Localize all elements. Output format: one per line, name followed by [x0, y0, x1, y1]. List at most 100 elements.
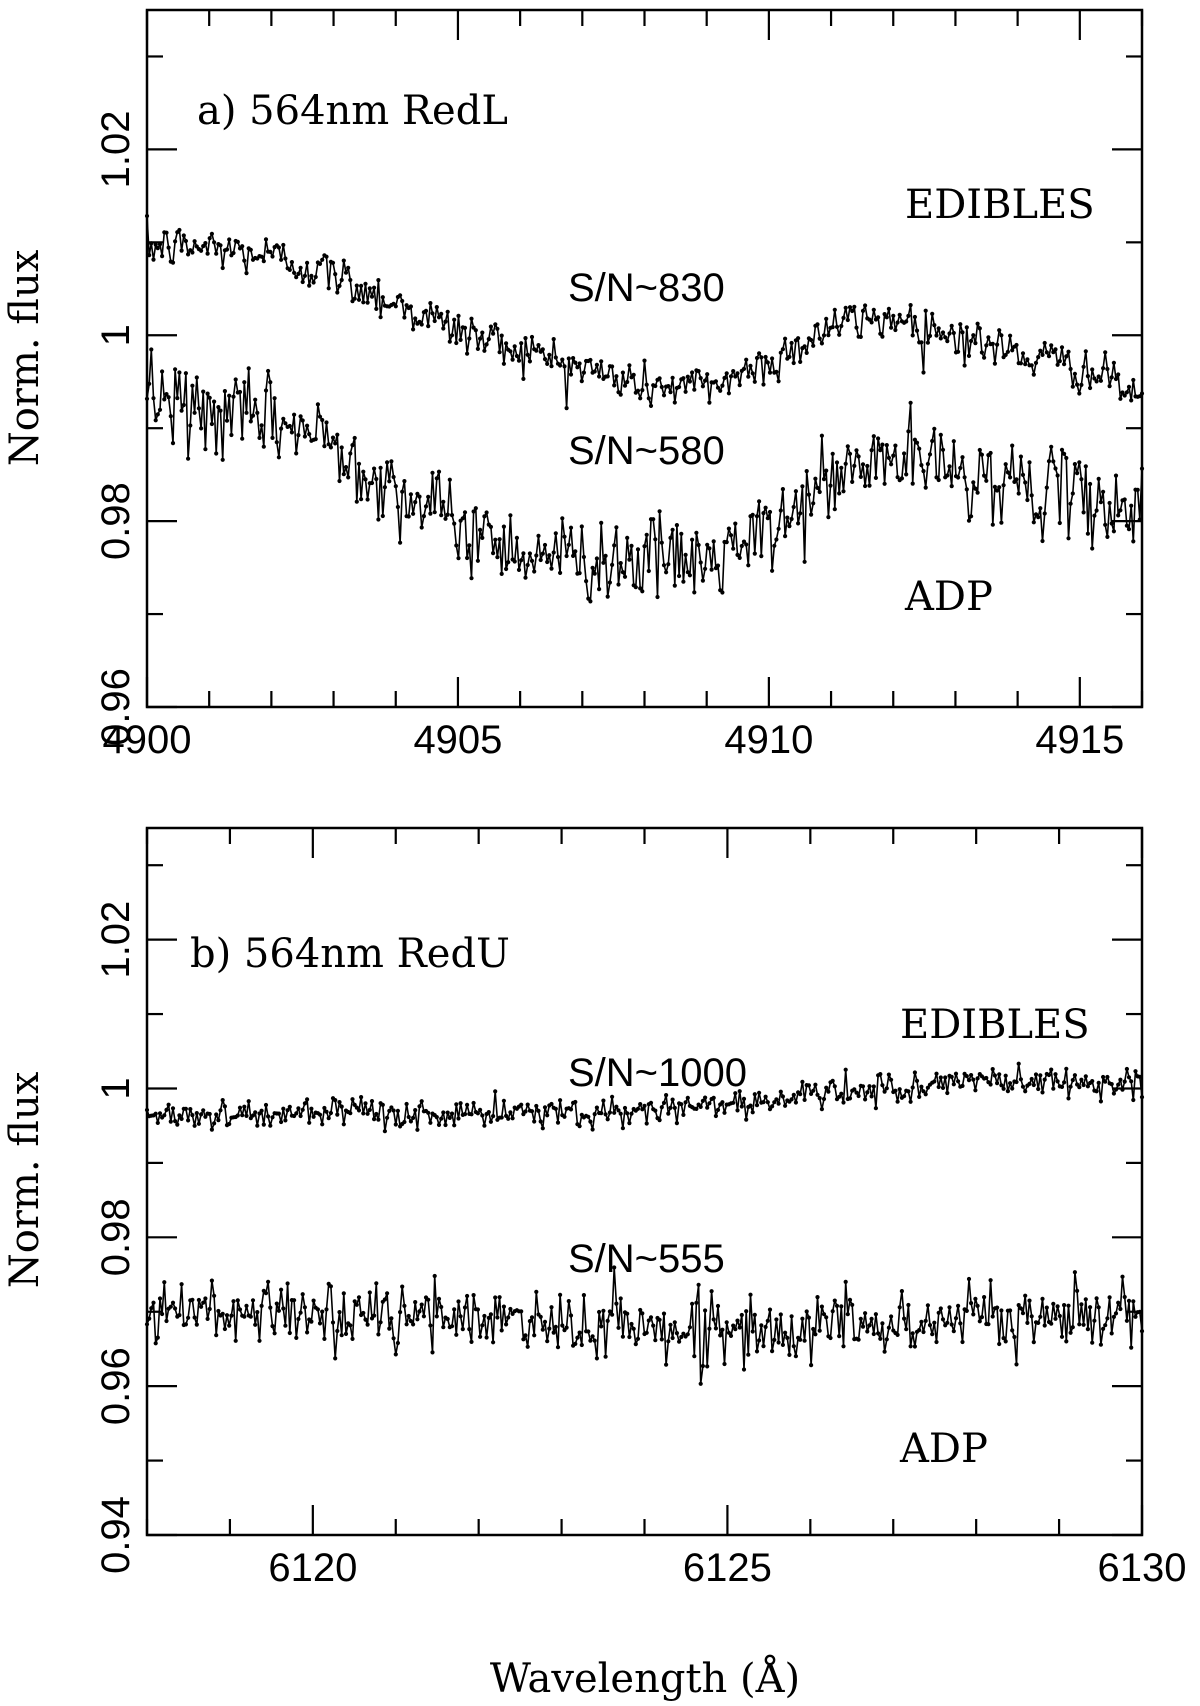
- panel-a-edibles-point: [934, 333, 939, 338]
- panel-a-edibles-point: [432, 318, 437, 324]
- panel-b-adp-point: [348, 1323, 353, 1328]
- panel-b-edibles-point: [359, 1095, 364, 1100]
- panel-a-edibles-point: [439, 311, 444, 316]
- panel-b-adp-point: [886, 1325, 892, 1330]
- panel-b-edibles-point: [369, 1099, 375, 1104]
- panel-b-edibles-point: [309, 1106, 314, 1111]
- panel-a-adp-point: [1079, 477, 1084, 482]
- panel-a-adp-point: [320, 417, 325, 423]
- panel-b-edibles-point: [1062, 1080, 1067, 1085]
- panel-a-edibles-point: [311, 280, 316, 285]
- panel-b-edibles-point: [605, 1117, 610, 1122]
- panel-b-adp-point: [1129, 1345, 1134, 1350]
- panel-a-adp-point: [750, 512, 755, 518]
- panel-a-edibles-label: EDIBLES: [905, 182, 1095, 228]
- panel-a-adp-point: [250, 413, 256, 418]
- panel-b-adp-point: [746, 1352, 751, 1357]
- panel-b-adp-point: [1133, 1314, 1138, 1319]
- panel-b-adp-point: [772, 1337, 777, 1342]
- panel-b-adp-point: [207, 1306, 212, 1312]
- panel-a-adp-point: [653, 537, 658, 542]
- panel-a-edibles-point: [523, 336, 528, 341]
- panel-b-edibles-point: [281, 1106, 286, 1111]
- panel-a-adp-point: [538, 557, 543, 563]
- panel-a-edibles-point: [203, 241, 208, 246]
- panel-a-edibles-point: [1088, 385, 1093, 391]
- panel-b-adp-point: [497, 1295, 502, 1300]
- panel-a-adp-point: [668, 535, 673, 541]
- panel-b-adp-point: [919, 1319, 924, 1324]
- panel-a-adp-point: [765, 516, 770, 521]
- panel-a-adp-point: [666, 562, 671, 567]
- panel-a-edibles-point: [1077, 391, 1082, 396]
- panel-a-adp-point: [162, 397, 167, 402]
- panel-b-adp-point: [785, 1335, 790, 1340]
- panel-a-adp-point: [532, 569, 537, 574]
- panel-b-adp-point: [588, 1338, 593, 1343]
- panel-a-edibles-point: [324, 254, 329, 259]
- panel-a-adp-point: [237, 389, 243, 395]
- panel-b-adp-point: [720, 1327, 725, 1332]
- panel-b-adp-point: [372, 1313, 377, 1318]
- panel-a-adp-point: [179, 408, 184, 413]
- panel-a-adp-point: [1018, 454, 1024, 459]
- panel-a-adp-point: [811, 501, 816, 506]
- panel-a-adp-point: [296, 433, 301, 438]
- panel-a-adp-point: [1094, 508, 1099, 513]
- panel-b-adp-point: [471, 1293, 476, 1298]
- panel-b-adp-point: [882, 1349, 887, 1354]
- panel-a-adp-point: [988, 450, 993, 456]
- panel-b-adp-point: [982, 1295, 987, 1300]
- panel-a-edibles-point: [577, 361, 582, 366]
- panel-a-edibles-point: [809, 337, 814, 343]
- panel-b-adp-point: [484, 1335, 489, 1340]
- panel-a-adp-point: [932, 426, 937, 431]
- panel-b-adp-point: [376, 1332, 381, 1337]
- panel-b-edibles-point: [408, 1119, 413, 1124]
- panel-b-adp-point: [1064, 1339, 1069, 1344]
- panel-a-edibles-point: [869, 320, 874, 325]
- panel-b-adp-point: [614, 1301, 619, 1306]
- panel-b-adp-point: [659, 1337, 664, 1342]
- panel-a-edibles-point: [516, 358, 522, 363]
- panel-b-adp-point: [335, 1328, 340, 1334]
- panel-b-adp-point: [927, 1323, 933, 1328]
- panel-a-edibles-point: [1124, 390, 1129, 395]
- panel-a-adp-point: [925, 461, 931, 467]
- panel-b-edibles-point: [912, 1070, 918, 1075]
- panel-b-edibles-point: [1083, 1074, 1088, 1079]
- panel-a-adp-point: [603, 553, 608, 559]
- x-axis-title: Wavelength (Å): [490, 1655, 800, 1702]
- panel-a-adp-point: [809, 512, 814, 517]
- panel-b-adp-point: [393, 1352, 398, 1357]
- panel-a-adp-point: [151, 396, 156, 401]
- panel-b-edibles-point: [469, 1112, 474, 1117]
- panel-b-adp-point: [465, 1293, 470, 1299]
- panel-b-edibles-point: [731, 1100, 736, 1105]
- panel-a-adp-point: [709, 567, 714, 572]
- panel-b-series: [144, 1061, 1145, 1386]
- panel-a-adp-point: [940, 447, 946, 452]
- panel-a-adp-point: [778, 508, 783, 513]
- panel-a-adp-point: [170, 441, 176, 446]
- panel-b-adp-sn: S/N~555: [568, 1237, 725, 1281]
- panel-b-adp-point: [402, 1303, 407, 1308]
- panel-b-adp-point: [276, 1308, 281, 1313]
- panel-a-edibles-point: [1033, 360, 1039, 365]
- panel-a-adp-point: [882, 481, 887, 486]
- panel-a-adp-point: [700, 578, 706, 583]
- y-tick-label: 1: [94, 1077, 138, 1099]
- panel-a-adp-point: [480, 535, 485, 541]
- panel-b-adp-point: [1105, 1316, 1110, 1321]
- panel-b-adp-point: [1109, 1331, 1114, 1336]
- panel-b-adp-point: [910, 1331, 915, 1336]
- panel-a-edibles-point: [259, 254, 264, 259]
- panel-b-adp-point: [709, 1289, 714, 1294]
- panel-b-edibles-point: [1053, 1072, 1058, 1077]
- panel-b-edibles-point: [739, 1104, 744, 1109]
- panel-b-frame: [145, 826, 1144, 1537]
- panel-b-adp-point: [285, 1281, 290, 1286]
- panel-a-edibles-point: [545, 361, 550, 366]
- panel-a-edibles-point: [728, 374, 734, 379]
- panel-b-edibles-point: [562, 1114, 567, 1119]
